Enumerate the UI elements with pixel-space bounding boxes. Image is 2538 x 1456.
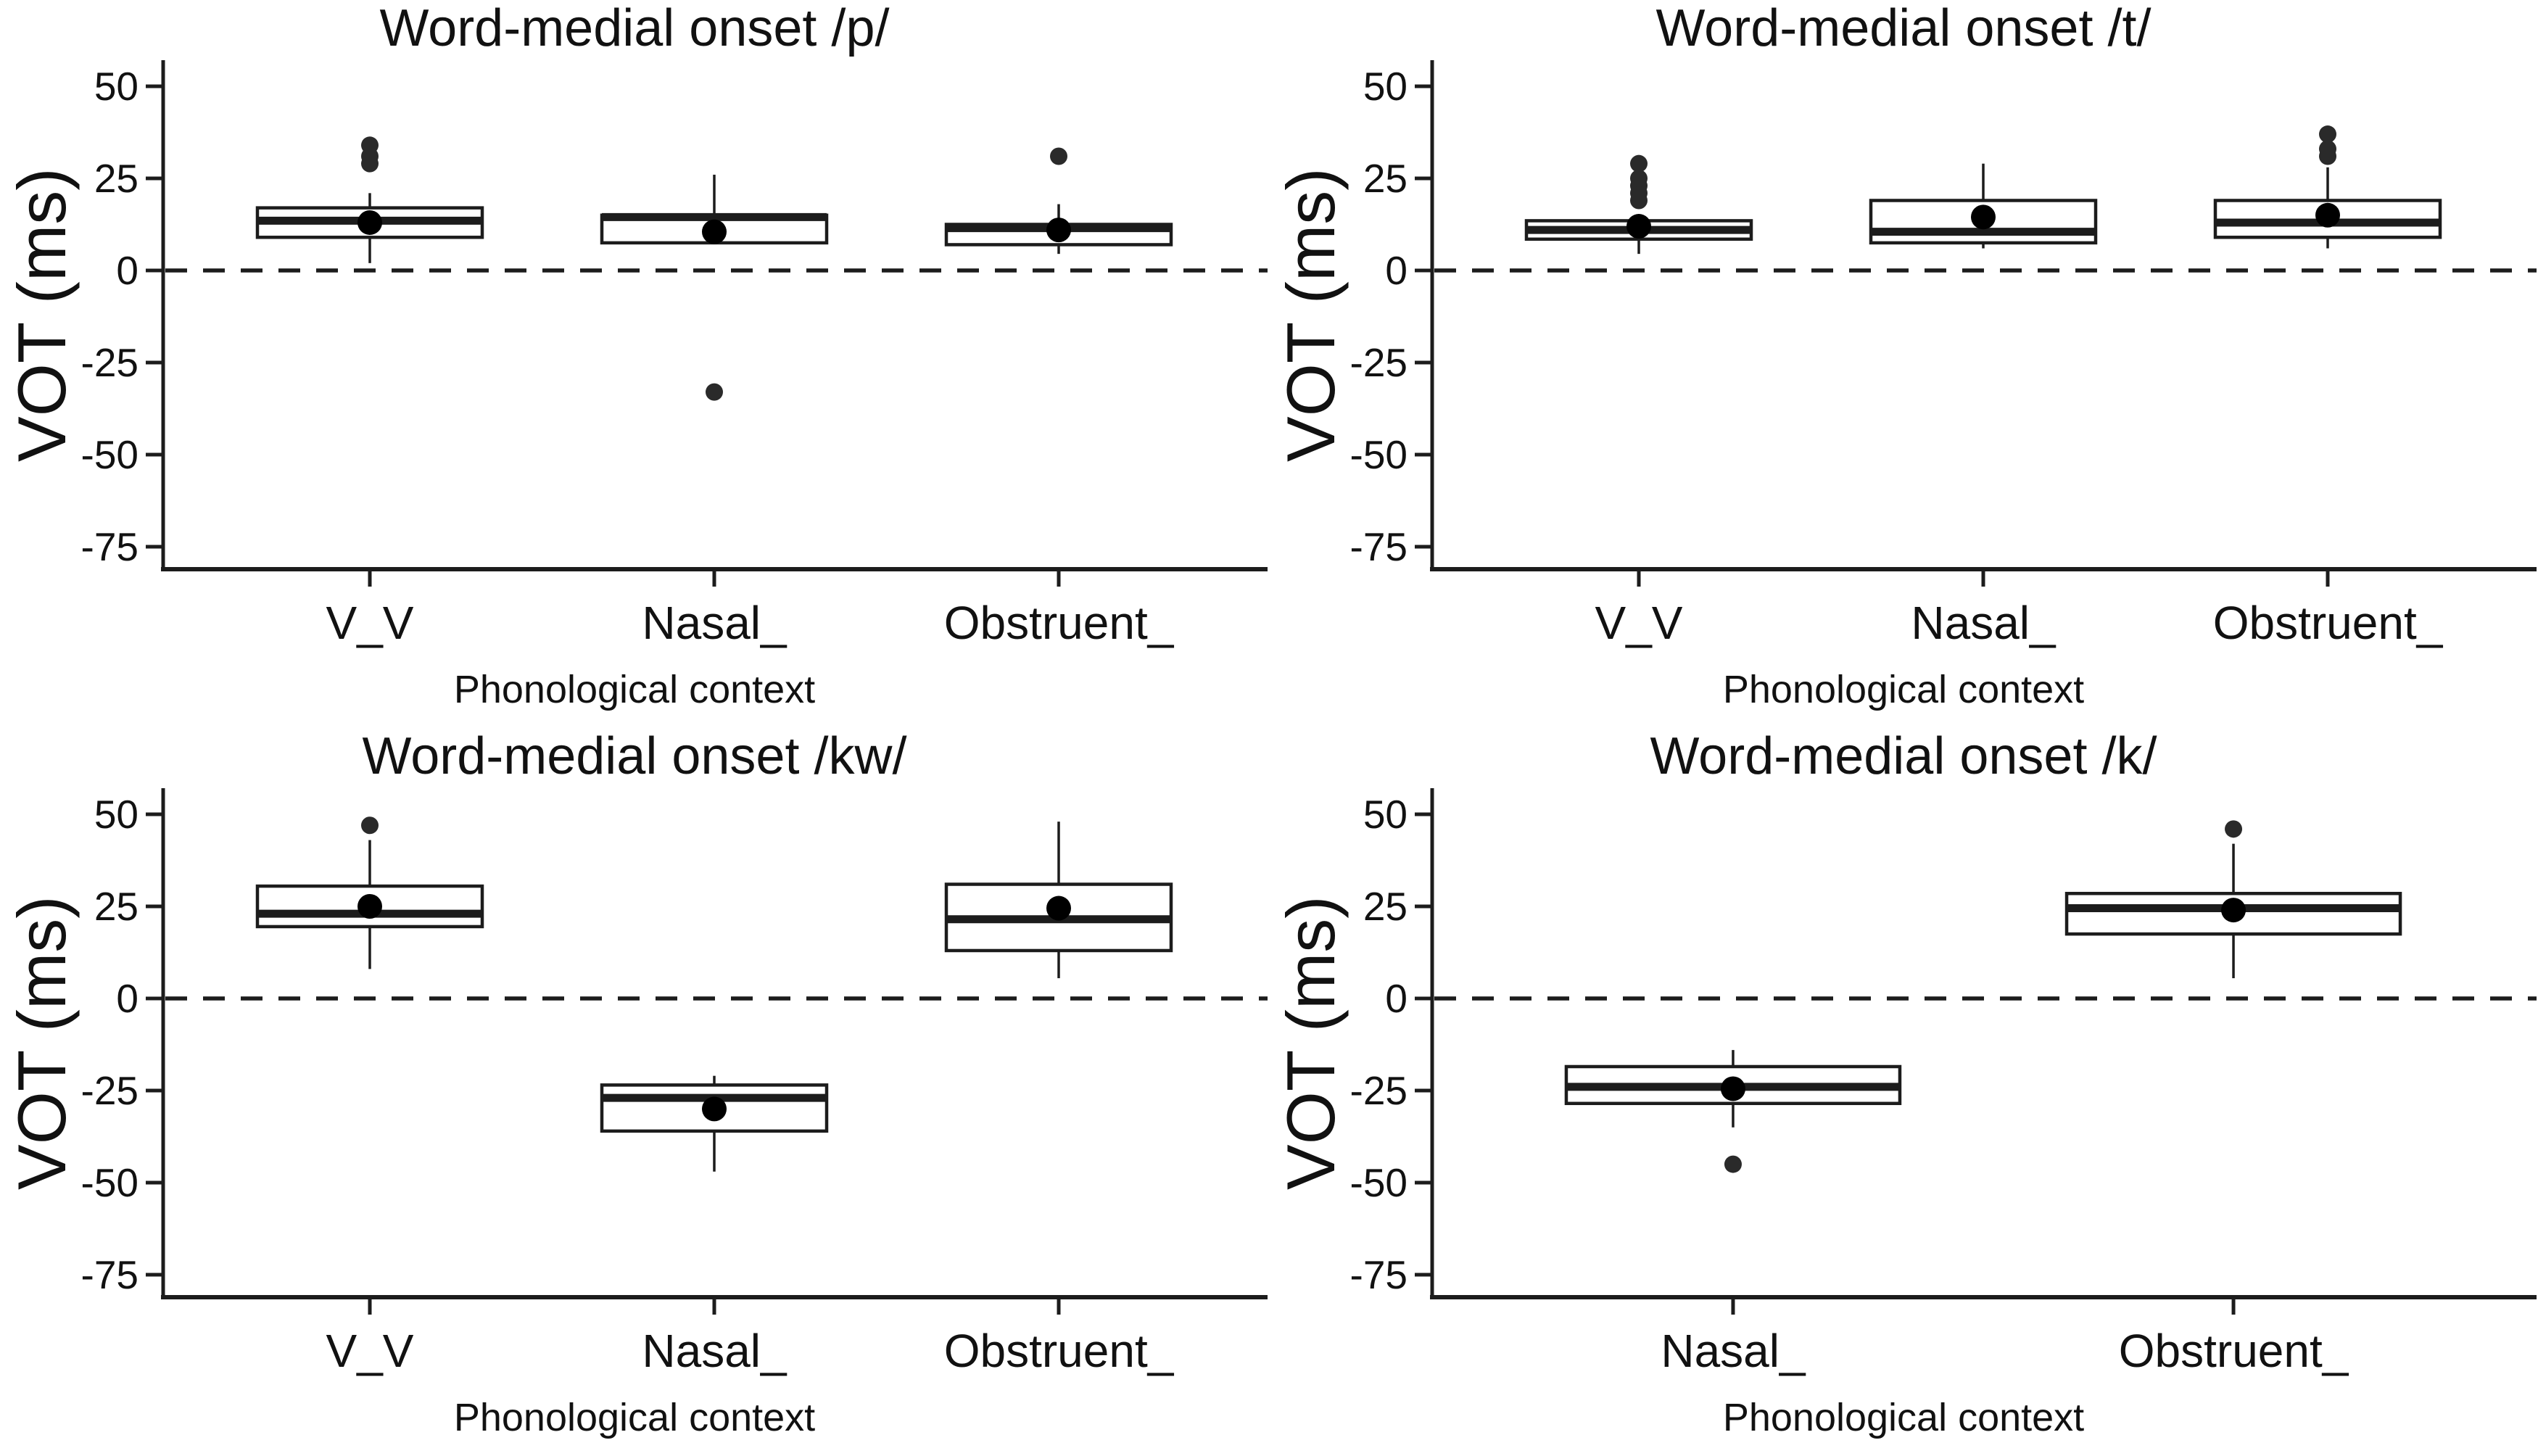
outlier-dot xyxy=(1050,147,1067,165)
y-tick-label: -75 xyxy=(81,524,139,569)
y-tick-label: -25 xyxy=(1350,340,1408,385)
y-tick-label: 0 xyxy=(116,976,139,1021)
x-axis-title: Phonological context xyxy=(453,1396,816,1439)
mean-dot xyxy=(1626,214,1651,239)
y-tick-label: 25 xyxy=(94,884,139,929)
y-tick-label: 50 xyxy=(94,64,139,109)
outlier-dot xyxy=(706,383,723,401)
mean-dot xyxy=(1720,1076,1745,1101)
y-tick-label: -75 xyxy=(81,1252,139,1297)
mean-dot xyxy=(1046,218,1071,243)
y-tick-label: 50 xyxy=(1363,64,1408,109)
panel-word-medial-onset-p: Word-medial onset /p/ VOT (ms) 50 25 0 -25-… xyxy=(0,0,1269,728)
y-tick-label: -25 xyxy=(81,340,139,385)
outlier-dot xyxy=(2225,820,2243,838)
x-tick-label: Nasal_ xyxy=(642,597,788,649)
mean-dot xyxy=(702,1096,727,1122)
y-tick-label: -25 xyxy=(81,1068,139,1113)
panel-word-medial-onset-kw: Word-medial onset /kw/ VOT (ms) 50 25 0 -25… xyxy=(0,728,1269,1456)
outlier-dot xyxy=(2319,140,2336,158)
outlier-dot xyxy=(361,816,379,835)
x-axis-title: Phonological context xyxy=(1722,668,2085,711)
mean-dot xyxy=(702,219,727,244)
panel-title: Word-medial onset /t/ xyxy=(1656,0,2151,57)
x-tick-label: Obstruent_ xyxy=(2119,1325,2349,1377)
boxplot-canvas: 50 25 0 -25 -50 -75 V_V Nasal_ Obstruent_ xyxy=(81,788,1268,1377)
x-tick-label: Nasal_ xyxy=(1911,597,2057,649)
y-tick-label: -25 xyxy=(1350,1068,1408,1113)
panel-word-medial-onset-k: Word-medial onset /k/ VOT (ms) 50 25 0 -25-… xyxy=(1269,728,2538,1456)
y-tick-label: -50 xyxy=(1350,432,1408,477)
outlier-dot xyxy=(361,136,379,154)
x-axis-title: Phonological context xyxy=(1722,1396,2085,1439)
outlier-dot xyxy=(1630,170,1648,187)
y-tick-label: -50 xyxy=(81,1160,139,1205)
x-axis-title: Phonological context xyxy=(453,668,816,711)
x-tick-label: Obstruent_ xyxy=(944,1325,1175,1377)
x-tick-label: V_V xyxy=(326,1325,414,1377)
x-tick-label: Obstruent_ xyxy=(2213,597,2444,649)
panel-title: Word-medial onset /k/ xyxy=(1650,727,2157,785)
outlier-dot xyxy=(1630,154,1648,173)
mean-dot xyxy=(2315,202,2340,228)
y-tick-label: -50 xyxy=(1350,1160,1408,1205)
boxplot-canvas: 50 25 0 -25 -50 -75 V_V Nasal_ Obstruent_ xyxy=(1350,60,2537,649)
x-tick-label: Nasal_ xyxy=(1661,1325,1806,1377)
mean-dot xyxy=(357,210,382,235)
y-tick-label: 25 xyxy=(1363,156,1408,201)
y-tick-label: 0 xyxy=(1385,976,1408,1021)
mean-dot xyxy=(357,894,382,919)
x-tick-label: V_V xyxy=(1595,597,1683,649)
y-tick-label: 25 xyxy=(94,156,139,201)
mean-dot xyxy=(1971,204,1996,230)
panel-word-medial-onset-t: Word-medial onset /t/ VOT (ms) 50 25 0 -25-… xyxy=(1269,0,2538,728)
panel-title: Word-medial onset /p/ xyxy=(379,0,890,57)
y-tick-label: 25 xyxy=(1363,884,1408,929)
x-tick-label: Obstruent_ xyxy=(944,597,1175,649)
y-tick-label: -75 xyxy=(1350,524,1408,569)
boxplot-canvas: 50 25 0 -25 -50 -75 Nasal_ Obstruent_ xyxy=(1350,788,2537,1377)
y-tick-label: 50 xyxy=(1363,792,1408,837)
y-tick-label: -50 xyxy=(81,432,139,477)
x-tick-label: Nasal_ xyxy=(642,1325,788,1377)
y-tick-label: -75 xyxy=(1350,1252,1408,1297)
panel-title: Word-medial onset /kw/ xyxy=(362,727,907,785)
y-tick-label: 0 xyxy=(116,248,139,293)
mean-dot xyxy=(1046,895,1071,921)
boxplot-canvas: 50 25 0 -25 -50 -75 V_V Nasal_ Obstruent_ xyxy=(81,60,1268,649)
outlier-dot xyxy=(1724,1155,1742,1173)
x-tick-label: V_V xyxy=(326,597,414,649)
mean-dot xyxy=(2221,898,2246,923)
y-tick-label: 0 xyxy=(1385,248,1408,293)
y-tick-label: 50 xyxy=(94,792,139,837)
outlier-dot xyxy=(2319,125,2336,144)
